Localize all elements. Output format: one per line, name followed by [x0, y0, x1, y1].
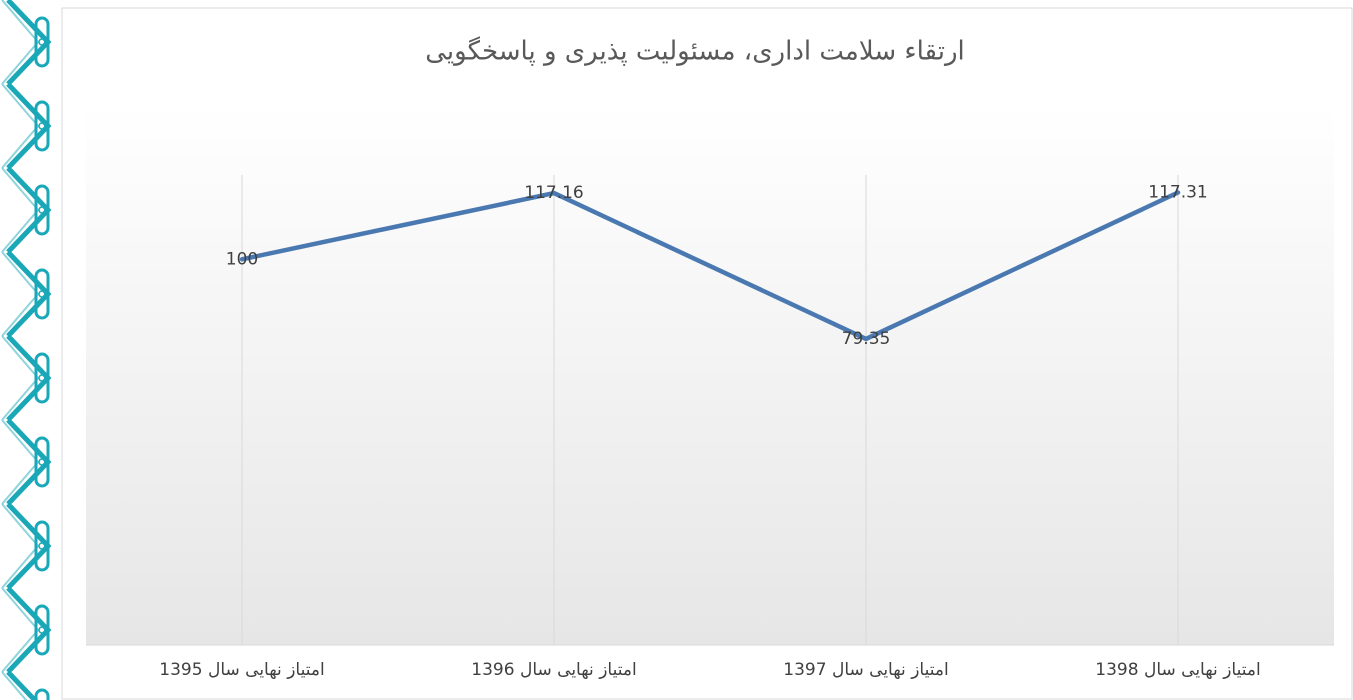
- x-tick-label: امتیاز نهایی سال 1395: [159, 660, 324, 680]
- data-label: 117.16: [524, 183, 583, 203]
- data-line: [239, 190, 1181, 342]
- plot-area: [86, 105, 1334, 645]
- x-tick-label: امتیاز نهایی سال 1397: [783, 660, 948, 680]
- x-tick-label: امتیاز نهایی سال 1396: [471, 660, 636, 680]
- chart-title: ارتقاء سلامت اداری، مسئولیت پذیری و پاسخ…: [425, 36, 964, 67]
- x-tick-label: امتیاز نهایی سال 1398: [1095, 660, 1260, 680]
- data-label: 79.35: [842, 329, 891, 349]
- data-label: 100: [226, 249, 258, 269]
- data-label: 117.31: [1148, 183, 1207, 203]
- ornament-border: [0, 0, 60, 700]
